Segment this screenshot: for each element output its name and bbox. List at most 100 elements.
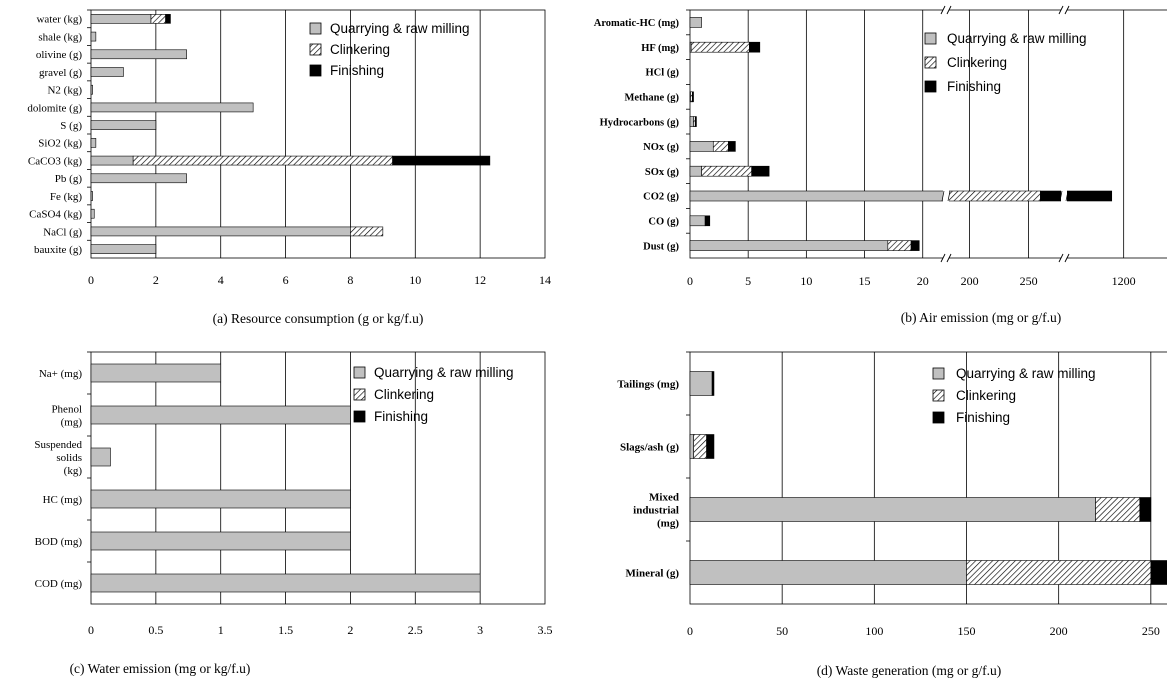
x-tick-label: 100 (865, 624, 883, 638)
x-tick-label: 12 (474, 273, 486, 287)
x-tick-label: 150 (958, 624, 976, 638)
category-label: Slags/ash (g) (620, 441, 679, 453)
category-label: BOD (mg) (35, 536, 83, 548)
category-label: Tailings (mg) (617, 378, 679, 390)
category-label: water (kg) (36, 14, 82, 26)
bar-nox-g-finishing (728, 141, 736, 152)
bar-slags-ash-g-clinkering (693, 434, 707, 459)
category-label: shale (kg) (38, 31, 82, 43)
bar-slags-ash-g-finishing (706, 434, 715, 459)
legend-label-finishing: Finishing (330, 63, 384, 78)
bar-mineral-g-clinkering (966, 560, 1152, 585)
category-label: SOx (g) (645, 167, 680, 178)
bar-cod-mg-quarrying-raw-milling (90, 573, 481, 593)
x-tick-label: 3 (477, 623, 483, 637)
bar-gravel-g-quarrying-raw-milling (90, 67, 124, 77)
bar-break-mark (1065, 190, 1069, 202)
bar-tailings-mg-finishing (711, 371, 715, 396)
bar-break-mark (947, 190, 951, 202)
category-label: Aromatic-HC (mg) (594, 18, 680, 29)
x-tick-label: 200 (1050, 624, 1068, 638)
bar-nacl-g-clinkering (350, 226, 384, 237)
bar-caco3-kg-clinkering (132, 155, 393, 166)
category-label: HCl (g) (645, 68, 679, 79)
legend-label-finishing: Finishing (956, 410, 1010, 425)
chart-a-svg: 0 2 4 6 8 10 12 14 water (kg) shale (kg) olivine (… (27, 9, 551, 326)
bar-co-g-finishing (704, 215, 711, 227)
bar-co2-g-clinkering (945, 190, 1041, 202)
axis-break-mark (1058, 5, 1064, 15)
chart-b-svg: 0510152020025012001300Aromatic-HC (mg)HF… (594, 5, 1167, 325)
x-tick-label: 4 (218, 273, 224, 287)
axis-break-mark (1058, 253, 1064, 263)
bar-caco3-kg-finishing (392, 155, 491, 166)
category-label: CaCO3 (kg) (28, 155, 82, 167)
legend-label-finishing: Finishing (374, 409, 428, 424)
category-label: CO (g) (648, 216, 679, 227)
category-label: Na+ (mg) (39, 368, 82, 380)
category-label: industrial (633, 504, 679, 516)
chart-title: (d) Waste generation (mg or g/f.u) (817, 663, 1002, 678)
bar-shale-kg-quarrying-raw-milling (90, 31, 97, 42)
x-tick-label: 10 (800, 274, 812, 288)
category-label: Dust (g) (643, 241, 679, 252)
bar-sox-g-finishing (751, 165, 770, 177)
x-tick-label: 1 (218, 623, 224, 637)
legend-swatch-clinkering (309, 43, 322, 56)
x-tick-label: 0 (687, 624, 693, 638)
category-label: Hydrocarbons (g) (600, 117, 680, 128)
axis-break-gap (943, 253, 949, 263)
x-tick-label: 20 (917, 274, 929, 288)
chart-panel-c: 0 0.5 1 1.5 2 2.5 3 3.5 Na+ (mg) Phenol (mg) Suspen… (0, 342, 583, 689)
axis-break-mark (1064, 253, 1070, 263)
x-tick-label: 0.5 (148, 623, 163, 637)
x-tick-label: 0 (88, 623, 94, 637)
x-tick-label: 1.5 (278, 623, 293, 637)
x-tick-label: 1200 (1112, 274, 1136, 288)
legend-label-clinkering: Clinkering (330, 42, 390, 57)
x-tick-label: 0 (687, 274, 693, 288)
chart-panel-b: 0510152020025012001300Aromatic-HC (mg)HF… (583, 0, 1167, 347)
category-label: (mg) (657, 517, 679, 529)
bar-water-kg-clinkering (150, 14, 166, 24)
axis-break-gap (1061, 253, 1067, 263)
x-tick-label: 10 (409, 273, 421, 287)
legend-label-clinkering: Clinkering (947, 55, 1007, 70)
axis-break-mark (946, 253, 952, 263)
axis-break-mark (940, 253, 946, 263)
bar-hc-mg-quarrying-raw-milling (90, 489, 351, 509)
bar-nox-g-clinkering (712, 141, 729, 152)
bar-dust-g-finishing (910, 240, 920, 251)
bar-hf-mg-finishing (749, 41, 761, 53)
bar-hydrocarbons-g-finishing (694, 116, 697, 127)
plot-frame (90, 351, 546, 605)
legend-label-quarrying-raw-milling: Quarrying & raw milling (956, 366, 1096, 381)
x-tick-label: 2 (153, 273, 159, 287)
plot-frame (689, 9, 1167, 259)
category-label: dolomite (g) (27, 102, 82, 114)
chart-d-svg: 050100150200250300Tailings (mg)Slags/ash… (617, 351, 1167, 678)
bar-caso4-kg-quarrying-raw-milling (90, 208, 95, 219)
x-tick-label: 14 (539, 273, 551, 287)
chart-panel-a: 0 2 4 6 8 10 12 14 water (kg) shale (kg) olivine (… (0, 0, 583, 347)
category-label: NaCl (g) (43, 226, 82, 238)
axis-break-gap (1061, 5, 1067, 15)
category-label: COD (mg) (35, 578, 83, 590)
x-tick-label: 5 (745, 274, 751, 288)
bar-caco3-kg-quarrying-raw-milling (90, 155, 134, 166)
bar-sio2-kg-quarrying-raw-milling (90, 138, 97, 148)
bar-break-mark (941, 190, 945, 202)
category-label: Fe (kg) (50, 191, 82, 203)
axis-break-mark (946, 5, 952, 15)
x-tick-label: 15 (859, 274, 871, 288)
x-tick-label: 250 (1020, 274, 1038, 288)
x-tick-label: 2.5 (408, 623, 423, 637)
category-label: NOx (g) (643, 142, 679, 153)
bar-n2-kg-quarrying-raw-milling (90, 84, 93, 95)
legend-swatch-quarrying-raw-milling (353, 366, 366, 379)
category-label: olivine (g) (36, 49, 82, 61)
x-tick-label: 250 (1142, 624, 1160, 638)
bar-tailings-mg-quarrying-raw-milling (689, 371, 713, 396)
category-label: Methane (g) (624, 92, 679, 103)
bar-mineral-g-finishing (1150, 560, 1167, 585)
